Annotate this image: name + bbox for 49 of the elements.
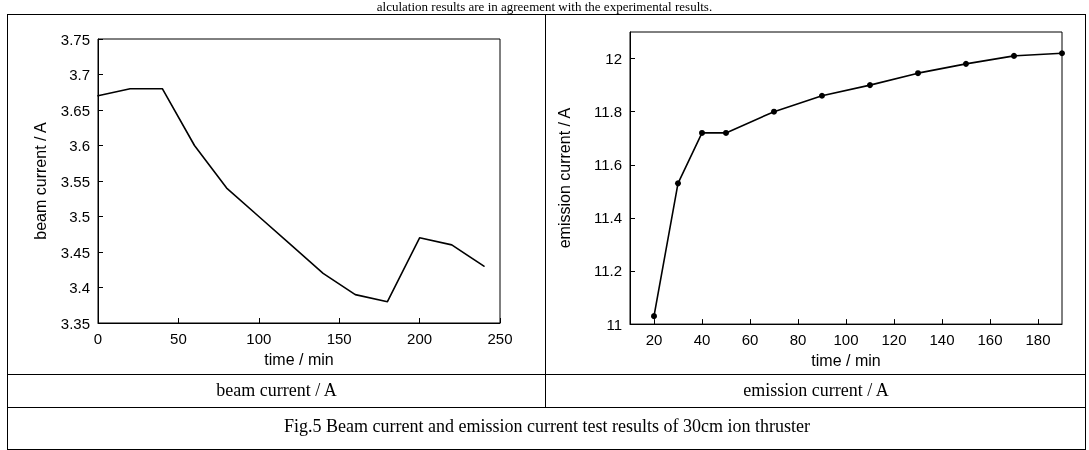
x-axis-title: time / min xyxy=(811,351,881,369)
point xyxy=(819,92,825,99)
y-tick-label: 3.35 xyxy=(60,314,90,332)
y-axis-title: beam current / A xyxy=(31,121,49,240)
point xyxy=(1059,50,1065,57)
y-tick-label: 11.6 xyxy=(593,156,622,174)
y-tick-label: 3.75 xyxy=(60,30,90,48)
x-tick-label: 80 xyxy=(789,331,807,349)
text: alculation results are in agreement with the experimental results. xyxy=(375,0,714,14)
y-tick-label: 3.4 xyxy=(69,279,90,296)
x-tick-label: 100 xyxy=(246,330,272,347)
y-tick-label: 11.2 xyxy=(593,262,622,280)
y-tick-label: 12 xyxy=(605,50,622,68)
y-tick-label: 3.45 xyxy=(60,243,90,261)
x-tick-label: 50 xyxy=(170,330,187,347)
y-tick-label: 11.4 xyxy=(593,209,622,227)
y-tick-label: 11 xyxy=(606,315,622,333)
point xyxy=(651,313,657,320)
point xyxy=(1011,52,1017,59)
point xyxy=(867,82,873,89)
point xyxy=(723,129,729,136)
x-tick-label: 100 xyxy=(833,331,859,349)
x-tick-label: 140 xyxy=(929,331,955,349)
x-tick-label: 120 xyxy=(881,331,907,349)
text: emission current / A xyxy=(742,380,890,401)
x-tick-label: 250 xyxy=(487,330,513,347)
point xyxy=(771,108,777,115)
y-tick-label: 11.8 xyxy=(593,103,622,121)
point xyxy=(915,70,921,77)
x-tick-label: 150 xyxy=(326,330,352,347)
text: beam current / A xyxy=(215,380,338,401)
y-tick-label: 3.7 xyxy=(69,66,90,83)
x-tick-label: 180 xyxy=(1025,331,1051,349)
y-tick-label: 3.65 xyxy=(60,101,90,119)
y-axis-title: emission current / A xyxy=(555,107,573,249)
x-tick-label: 200 xyxy=(407,330,433,347)
x-tick-label: 40 xyxy=(693,331,711,349)
point xyxy=(675,180,681,187)
x-tick-label: 0 xyxy=(93,330,103,347)
x-tick-label: 160 xyxy=(977,331,1003,349)
x-tick-label: 20 xyxy=(645,331,663,349)
point xyxy=(699,129,705,136)
point xyxy=(963,60,969,67)
caption: Fig.5 Beam current and emission current test results of 30cm ion thruster xyxy=(283,416,811,437)
x-axis-title: time / min xyxy=(264,350,334,368)
x-tick-label: 60 xyxy=(741,331,759,349)
y-tick-label: 3.5 xyxy=(69,208,90,225)
y-tick-label: 3.55 xyxy=(60,172,90,190)
y-tick-label: 3.6 xyxy=(69,137,90,154)
